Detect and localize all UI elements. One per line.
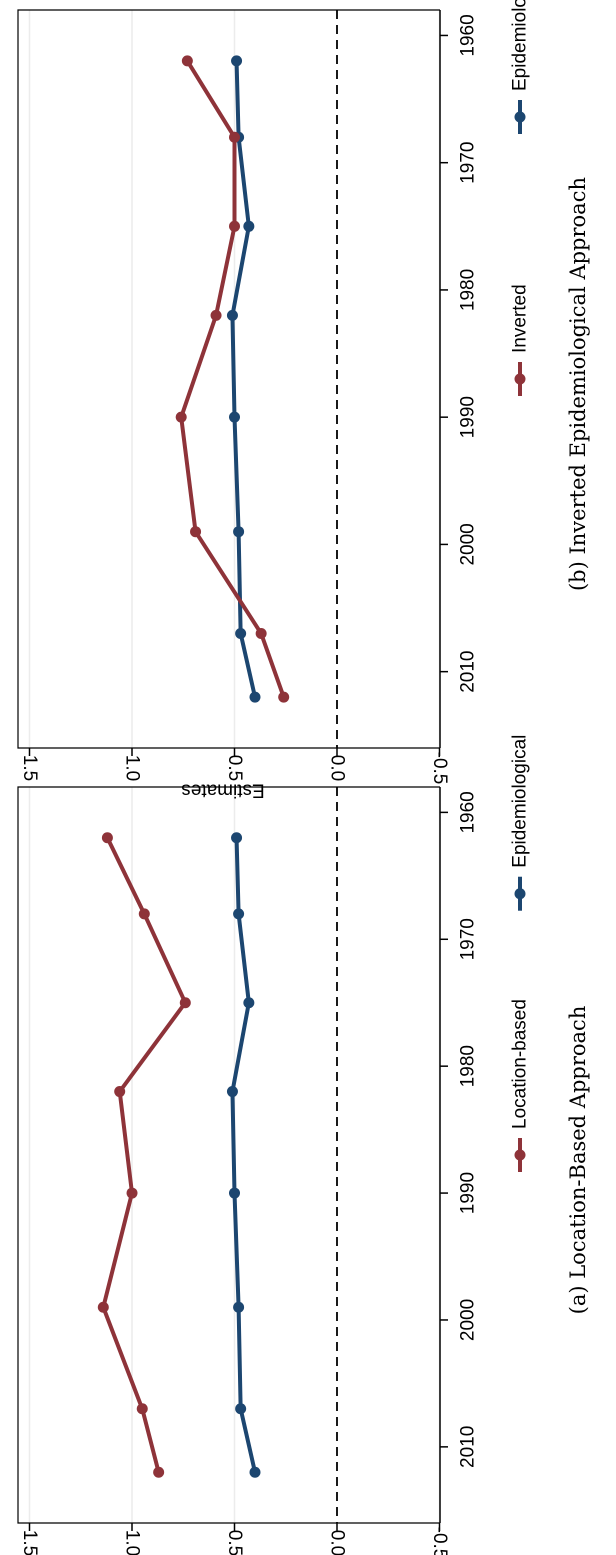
- series-line-0: [230, 58, 257, 700]
- series-1-point-0: [181, 55, 193, 67]
- panel-inverted-epidemiological: 1960 1970 1980 1990 2000 2010 -0.5 0.0 0.5 1.0 1.5…: [17, 0, 590, 801]
- year-tick-label-2000: 2000: [458, 1299, 479, 1341]
- estimate-axis-title: Estimates: [181, 780, 264, 801]
- legend-label-0: Epidemiological: [510, 0, 531, 91]
- series-1-point-5: [97, 1301, 109, 1313]
- series-0-point-4: [229, 1187, 240, 1199]
- estimate-tick-label-2: 0.5: [224, 1530, 245, 1555]
- estimate-tick-label-0: -0.5: [429, 752, 450, 785]
- series-1-point-1: [229, 131, 240, 143]
- year-tick-label-2000: 2000: [458, 523, 479, 565]
- series-0-point-0: [231, 832, 243, 844]
- series-0-point-7: [249, 691, 261, 703]
- series-0-point-6: [235, 1403, 247, 1415]
- panel-location-based: 1960 1970 1980 1990 2000 2010 -0.5 0.0 0.5 1.0 1.5…: [17, 735, 590, 1555]
- series-0-point-2: [243, 997, 255, 1009]
- year-tick-label-1990: 1990: [458, 396, 479, 438]
- legend-swatch-marker-1: [514, 1149, 526, 1161]
- legend-label-1: Inverted: [510, 284, 531, 353]
- series-0-point-2: [243, 220, 255, 232]
- series-0-point-3: [226, 309, 238, 321]
- estimate-tick-label-3: 1.0: [122, 1530, 143, 1555]
- year-tick-label-1970: 1970: [458, 142, 479, 184]
- legend-swatch-marker-1: [514, 373, 526, 385]
- year-tick-label-1980: 1980: [458, 269, 479, 311]
- series-1-point-2: [179, 997, 191, 1009]
- series-1-point-4: [175, 411, 187, 423]
- estimate-tick-label-1: 0.0: [327, 755, 348, 781]
- series-0-point-6: [235, 627, 247, 639]
- series-1-point-4: [126, 1187, 138, 1199]
- year-tick-label-1990: 1990: [458, 1172, 479, 1214]
- year-tick-label-2010: 2010: [458, 651, 479, 693]
- series-line-0: [230, 835, 257, 1475]
- legend-label-1: Location-based: [510, 999, 531, 1129]
- year-tick-label-1960: 1960: [458, 791, 479, 833]
- series-1-point-3: [114, 1086, 126, 1098]
- estimate-tick-label-1: 0.0: [327, 1530, 348, 1555]
- series-1-point-7: [278, 691, 290, 703]
- series-0-point-3: [226, 1086, 238, 1098]
- series-0-point-5: [233, 526, 245, 538]
- plot-frame: [17, 786, 440, 1524]
- series-1-point-7: [153, 1466, 165, 1478]
- estimate-tick-label-0: -0.5: [429, 1527, 450, 1555]
- estimate-tick-label-4: 1.5: [19, 1530, 40, 1555]
- series-0-point-5: [233, 1301, 245, 1313]
- plot-frame: [17, 9, 440, 749]
- panel-caption: (b) Inverted Epidemiological Approach: [566, 177, 590, 591]
- series-line-1: [179, 58, 286, 700]
- panel-caption: (a) Location-Based Approach: [566, 1006, 590, 1315]
- estimate-tick-label-3: 1.0: [122, 755, 143, 781]
- year-tick-label-1980: 1980: [458, 1045, 479, 1087]
- year-tick-label-1960: 1960: [458, 14, 479, 56]
- year-tick-label-2010: 2010: [458, 1426, 479, 1468]
- series-1-point-6: [136, 1403, 148, 1415]
- series-1-point-0: [101, 832, 113, 844]
- series-0-point-1: [233, 908, 245, 920]
- estimate-tick-label-4: 1.5: [19, 755, 40, 781]
- legend-label-0: Epidemiological: [510, 735, 531, 868]
- series-1-point-5: [190, 526, 202, 538]
- year-tick-label-1970: 1970: [458, 918, 479, 960]
- series-0-point-4: [229, 411, 240, 423]
- series-1-point-6: [255, 627, 267, 639]
- series-0-point-0: [231, 55, 243, 67]
- series-1-point-2: [229, 220, 240, 232]
- series-line-1: [101, 835, 188, 1475]
- legend-swatch-marker-0: [514, 111, 526, 123]
- series-0-point-7: [249, 1466, 261, 1478]
- series-1-point-3: [210, 309, 222, 321]
- series-1-point-1: [138, 908, 150, 920]
- legend-swatch-marker-0: [514, 888, 526, 900]
- estimate-tick-label-2: 0.5: [224, 755, 245, 781]
